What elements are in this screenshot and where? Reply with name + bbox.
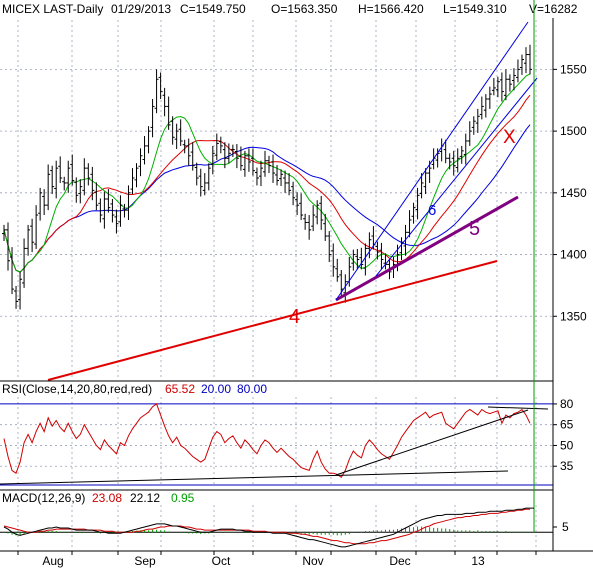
trendlines: 4 5 6 X [47,21,538,381]
x-tick-label: Dec [389,554,410,568]
macd-lines [3,507,534,548]
rsi-panel: RSI(Close,14,20,80,red,red) 65.52 20.00 … [0,380,574,487]
header: MICEX LAST-Daily 01/29/2013 C=1549.750 O… [2,2,578,16]
high-value: H=1566.420 [358,2,424,16]
macd-panel: MACD(12,26,9) 23.08 22.12 0.95 5 [0,0,569,549]
x-tick-label: Oct [212,554,231,568]
price-bars [2,44,532,310]
price-y-axis: 1550 1500 1450 1400 1350 [553,62,587,323]
ma-red-line [3,94,531,273]
rsi-tick-label: 35 [560,459,574,473]
price-tick-label: 1550 [560,62,587,76]
price-tick-label: 1350 [560,309,587,323]
x-tick-label: Nov [302,554,323,568]
annotation-5: 5 [469,218,480,240]
rsi-series-line [3,403,531,479]
rsi-line [3,403,531,479]
hist-value: 0.95 [171,491,195,505]
annotation-x: X [503,127,516,148]
annotation-6: 6 [428,202,436,219]
macd-histogram [3,0,535,536]
rsi-grid [0,397,553,487]
rsi-value: 65.52 [165,382,195,396]
channel-lower [375,77,538,277]
volume-value: V=16282 [529,2,578,16]
price-grid [0,20,553,378]
open-value: O=1563.350 [271,2,338,16]
low-value: L=1549.310 [443,2,507,16]
rsi-title: RSI(Close,14,20,80,red,red) [2,382,152,396]
moving-averages [3,73,531,273]
annotation-4: 4 [289,306,300,328]
x-tick-label: Aug [42,554,63,568]
rsi-trendlines [0,406,549,485]
rsi-trendline-short [335,409,529,476]
rsi-tick-label: 65 [560,418,574,432]
macd-value: 23.08 [92,491,122,505]
close-value: C=1549.750 [180,2,246,16]
macd-grid [0,505,553,549]
rsi-tick-label: 50 [560,438,574,452]
rsi-y-axis: 80 65 50 35 [553,397,574,473]
macd-tick-label: 5 [562,520,569,534]
trendline-5 [335,195,519,302]
rsi-trendline-top [487,406,549,410]
rsi-trendline-long [0,470,509,485]
rsi-tick-label: 80 [560,397,574,411]
x-axis: Aug Sep Oct Nov Dec 13 [17,551,537,568]
ma-blue-line [3,124,531,273]
date-label: 01/29/2013 [111,2,171,16]
signal-value: 22.12 [130,491,160,505]
rsi-upper-value: 80.00 [237,382,267,396]
x-tick-label: Sep [134,554,156,568]
ma-green-line [3,73,531,273]
price-tick-label: 1450 [560,186,587,200]
symbol-label: MICEX LAST-Daily [2,2,103,16]
price-panel: 4 5 6 X 1550 1500 1450 1400 1350 [0,20,587,381]
x-tick-label: 13 [471,554,485,568]
macd-y-axis: 5 [553,520,569,534]
macd-line [3,507,534,548]
trendline-4 [47,260,498,381]
rsi-lower-value: 20.00 [201,382,231,396]
channel-upper [335,21,529,301]
price-tick-label: 1400 [560,248,587,262]
price-tick-label: 1500 [560,124,587,138]
macd-title: MACD(12,26,9) [2,491,85,505]
